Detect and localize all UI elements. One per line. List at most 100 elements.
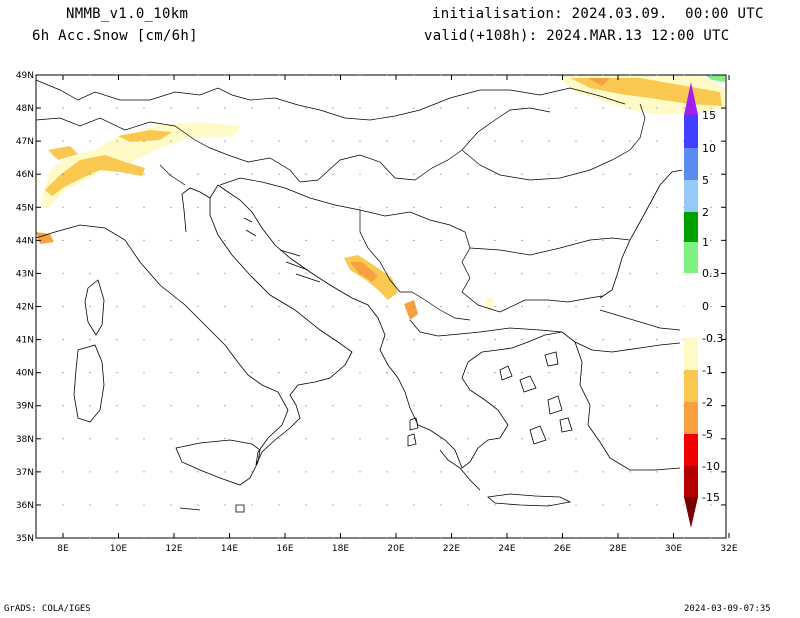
coast-italy-east (209, 184, 353, 466)
grid-dot (89, 537, 91, 539)
colorbar-label: -15 (702, 491, 720, 504)
grid-dot (116, 405, 118, 407)
grid-dot (629, 305, 631, 308)
grid-dot (332, 74, 334, 76)
grid-dot (440, 107, 442, 109)
grid-dot (521, 239, 523, 241)
colorbar-segment (684, 466, 698, 497)
colorbar-segment (684, 148, 698, 180)
lat-axis-labels: 49N 48N 47N 46N 45N 44N 43N 42N 41N 40N 39N 38N 37N 3… (16, 71, 34, 544)
grid-dot (251, 239, 253, 241)
grid-dot (575, 504, 577, 506)
coast-italy-west (35, 224, 289, 466)
grid-dot (710, 537, 712, 539)
grid-dot (251, 206, 253, 208)
grid-dot (656, 372, 658, 374)
grid-dot (629, 438, 631, 440)
coast-crete (487, 493, 572, 507)
grid-dot (683, 107, 685, 109)
grid-dot (170, 74, 172, 76)
grid-dot (710, 107, 712, 109)
grid-dot (548, 272, 550, 275)
grid-dot (62, 140, 64, 142)
grid-dot (575, 272, 577, 275)
grid-dot (116, 107, 118, 109)
coast-aegean-islands (499, 351, 573, 445)
snow-area-maritime (36, 232, 54, 244)
snow-area-albania (404, 300, 418, 320)
colorbar-label: -2 (702, 396, 713, 409)
grid-dot (548, 338, 550, 341)
grid-dot (575, 239, 577, 241)
grid-dot (278, 405, 280, 407)
grid-dot (278, 239, 280, 241)
grid-dot (170, 239, 172, 241)
grid-dot (89, 173, 91, 175)
grid-dot (170, 107, 172, 109)
grid-dot (602, 372, 604, 374)
grid-dot (413, 206, 415, 208)
grid-dot (413, 405, 415, 407)
grid-dot (251, 471, 253, 473)
grid-dot (143, 504, 145, 506)
lon-label: 10E (110, 544, 127, 554)
snow-area-alps-north (118, 130, 172, 142)
grid-dot (359, 140, 361, 142)
grid-dot (548, 305, 550, 308)
grid-dot (494, 471, 496, 473)
grid-dot (629, 537, 631, 539)
grid-dot (332, 173, 334, 175)
grid-dot (494, 537, 496, 539)
lon-label: 24E (498, 544, 515, 554)
colorbar-label: 0 (702, 300, 709, 313)
grid-dot (62, 471, 64, 473)
grid-dot (386, 140, 388, 142)
grid-dot (575, 372, 577, 374)
grid-dot (197, 74, 199, 76)
grid-dot (116, 140, 118, 142)
grid-dot (197, 338, 199, 341)
grid-dot (89, 471, 91, 473)
grid-dot (602, 272, 604, 275)
snow-area-bulgaria (486, 298, 493, 310)
lon-label: 18E (332, 544, 349, 554)
grid-dot (440, 74, 442, 76)
grid-dot (629, 405, 631, 407)
grid-dot (602, 504, 604, 506)
grid-dot (413, 305, 415, 308)
lat-label: 49N (16, 71, 34, 81)
grid-dot (170, 504, 172, 506)
grid-dot (143, 74, 145, 76)
grid-dot (62, 239, 64, 241)
grid-dot (197, 305, 199, 308)
border-north (35, 79, 626, 121)
grid-dot (278, 338, 280, 341)
grid-dot (440, 272, 442, 275)
grid-dot (440, 372, 442, 374)
grid-dot (494, 206, 496, 208)
grid-dot (305, 438, 307, 440)
grid-dot (386, 305, 388, 308)
grid-dot (305, 74, 307, 76)
grid-dot (440, 239, 442, 241)
grid-dot (494, 239, 496, 241)
border-greece-north (409, 319, 563, 337)
grid-dot (278, 471, 280, 473)
coast-island-small (179, 507, 201, 511)
grid-dot (224, 504, 226, 506)
grid-dot (467, 272, 469, 275)
grid-dot (332, 372, 334, 374)
border-romania-ukraine (461, 103, 646, 181)
grid-dot (305, 504, 307, 506)
grid-dot (332, 206, 334, 208)
grid-dot (170, 140, 172, 142)
coast-sardinia (73, 344, 105, 423)
lon-label: 28E (609, 544, 626, 554)
grid-dot (251, 173, 253, 175)
grid-dot (575, 74, 577, 76)
grid-dot (386, 272, 388, 275)
coast-turkey-west (574, 341, 681, 471)
grid-dot (224, 405, 226, 407)
grid-dot (359, 504, 361, 506)
grid-dot (89, 372, 91, 374)
